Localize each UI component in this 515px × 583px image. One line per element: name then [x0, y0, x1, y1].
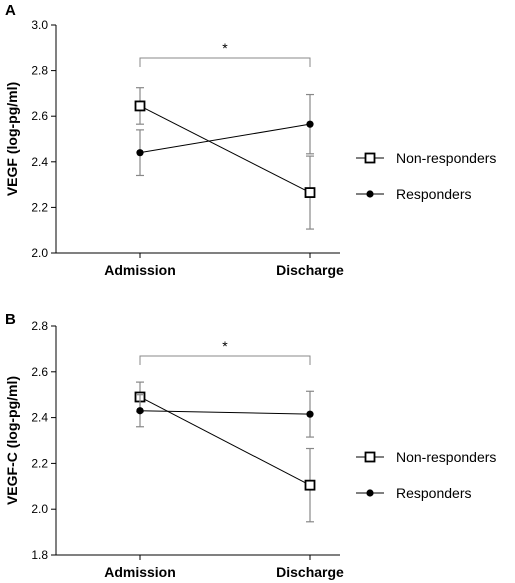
- legend-label: Non-responders: [396, 150, 496, 166]
- data-point-circle: [136, 149, 144, 157]
- significance-marker: *: [222, 338, 228, 354]
- y-tick-label: 1.8: [31, 548, 48, 562]
- y-tick-label: 3.0: [31, 18, 48, 32]
- legend-item: Responders: [356, 186, 472, 202]
- significance-marker: *: [222, 40, 228, 56]
- y-axis-label: VEGF (log-pg/ml): [4, 82, 20, 196]
- y-tick-label: 2.8: [31, 319, 48, 333]
- panel-letter: B: [5, 311, 16, 328]
- data-point-circle: [136, 407, 144, 415]
- legend-item: Non-responders: [356, 449, 496, 465]
- x-tick-label: Discharge: [276, 564, 344, 580]
- data-point-square: [304, 479, 316, 491]
- y-tick-label: 2.2: [31, 456, 48, 470]
- legend-marker-circle: [366, 190, 374, 198]
- legend-marker-circle: [366, 489, 374, 497]
- series-line-responders: [139, 410, 311, 415]
- x-tick-label: Discharge: [276, 262, 344, 278]
- series-line-responders: [139, 123, 311, 154]
- legend-label: Responders: [396, 485, 472, 501]
- significance-bracket: [139, 57, 311, 67]
- data-point-square: [134, 100, 146, 112]
- panel-letter: A: [5, 2, 16, 19]
- legend-marker-square: [364, 451, 376, 463]
- y-tick-label: 2.6: [31, 109, 48, 123]
- data-point-square: [304, 187, 316, 198]
- legend-item: Non-responders: [356, 150, 496, 166]
- chart-panel-a: A 2.0 2.2 2.4 2.6 2.8 3.0 Admission Discharge VEG…: [4, 2, 496, 278]
- data-point-circle: [306, 120, 314, 128]
- legend-label: Non-responders: [396, 449, 496, 465]
- y-tick-label: 2.4: [31, 155, 48, 169]
- y-tick-label: 2.6: [31, 365, 48, 379]
- y-axis-label: VEGF-C (log-pg/ml): [4, 376, 20, 505]
- y-tick-label: 2.8: [31, 64, 48, 78]
- data-point-circle: [306, 410, 314, 418]
- x-tick-label: Admission: [104, 564, 176, 580]
- series-line-non-responders: [139, 105, 311, 194]
- chart-panel-b: B 1.8 2.0 2.2 2.4 2.6 2.8 Admission Discharge VEG…: [4, 311, 496, 580]
- y-tick-label: 2.2: [31, 200, 48, 214]
- significance-bracket: [139, 355, 311, 365]
- y-tick-label: 2.0: [31, 246, 48, 260]
- legend-item: Responders: [356, 485, 472, 501]
- y-tick-label: 2.4: [31, 411, 48, 425]
- y-tick-label: 2.0: [31, 502, 48, 516]
- legend-label: Responders: [396, 186, 472, 202]
- series-line-non-responders: [139, 396, 311, 486]
- legend-marker-square: [364, 152, 376, 164]
- x-tick-label: Admission: [104, 262, 176, 278]
